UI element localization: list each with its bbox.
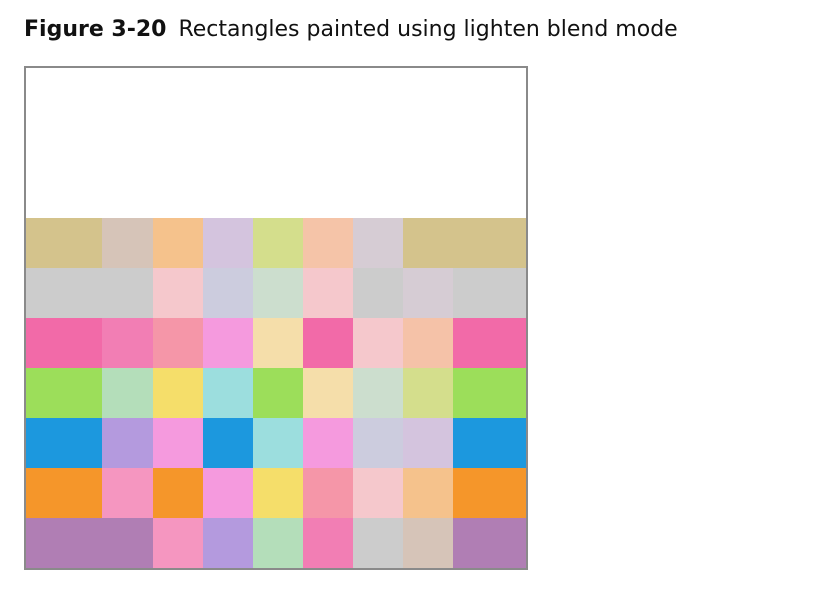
blend-rectangle — [303, 418, 353, 468]
blend-rectangle — [253, 268, 303, 318]
figure-caption: Figure 3-20 Rectangles painted using ligh… — [24, 14, 678, 46]
blend-rectangle — [153, 418, 203, 468]
blend-rectangle — [102, 518, 153, 568]
blend-rectangle — [453, 268, 526, 318]
blend-rectangle — [353, 368, 403, 418]
blend-rectangle — [153, 368, 203, 418]
blend-rectangle — [303, 518, 353, 568]
blend-rectangle — [26, 218, 102, 268]
blend-rectangle — [153, 468, 203, 518]
blend-rectangle — [153, 268, 203, 318]
blend-rectangle — [203, 368, 253, 418]
blend-rectangle — [453, 318, 526, 368]
blend-rectangle — [203, 418, 253, 468]
blend-rectangle — [26, 268, 102, 318]
figure-number: Figure 3-20 — [24, 17, 167, 42]
blend-rectangle — [153, 318, 203, 368]
blend-rectangle — [353, 318, 403, 368]
blend-rectangle — [303, 468, 353, 518]
blend-rectangle — [303, 218, 353, 268]
blend-rectangle — [303, 368, 353, 418]
blend-rectangle — [26, 518, 102, 568]
blend-rectangle — [303, 268, 353, 318]
blend-rectangle — [403, 268, 453, 318]
blend-rectangle — [253, 368, 303, 418]
blend-rectangle — [203, 318, 253, 368]
blend-rectangle — [453, 418, 526, 468]
blend-rectangle — [203, 268, 253, 318]
blend-rectangle — [353, 418, 403, 468]
blend-rectangle — [253, 418, 303, 468]
blend-rectangle — [203, 468, 253, 518]
blend-rectangle — [403, 418, 453, 468]
blend-rectangle — [253, 318, 303, 368]
blend-rectangle — [253, 468, 303, 518]
blend-rectangle — [403, 318, 453, 368]
blend-rectangle — [403, 468, 453, 518]
blend-rectangle — [203, 518, 253, 568]
blend-rectangle — [253, 518, 303, 568]
blend-rectangle — [453, 218, 526, 268]
blend-rectangle — [102, 268, 153, 318]
blend-rectangle — [102, 368, 153, 418]
blend-rectangle — [403, 518, 453, 568]
blend-rectangle — [153, 218, 203, 268]
blend-rectangle — [353, 268, 403, 318]
blend-rectangle — [26, 368, 102, 418]
blend-rectangle — [102, 218, 153, 268]
blend-rectangle — [353, 218, 403, 268]
blend-rectangle — [453, 468, 526, 518]
blend-rectangle — [303, 318, 353, 368]
blend-rectangle — [203, 218, 253, 268]
blend-rectangle — [26, 468, 102, 518]
blend-rectangle — [102, 318, 153, 368]
blend-canvas — [26, 68, 526, 568]
blend-rectangle — [353, 518, 403, 568]
blend-rectangle — [353, 468, 403, 518]
blend-rectangle — [153, 518, 203, 568]
blend-rectangle — [403, 218, 453, 268]
blend-rectangle — [453, 518, 526, 568]
figure-title: Rectangles painted using lighten blend m… — [178, 17, 678, 42]
blend-rectangle — [453, 368, 526, 418]
blend-rectangle — [26, 318, 102, 368]
blend-rectangle — [253, 218, 303, 268]
blend-rectangle — [26, 418, 102, 468]
blend-rectangle — [102, 418, 153, 468]
figure-image — [24, 66, 528, 570]
blend-rectangle — [403, 368, 453, 418]
blend-rectangle — [102, 468, 153, 518]
